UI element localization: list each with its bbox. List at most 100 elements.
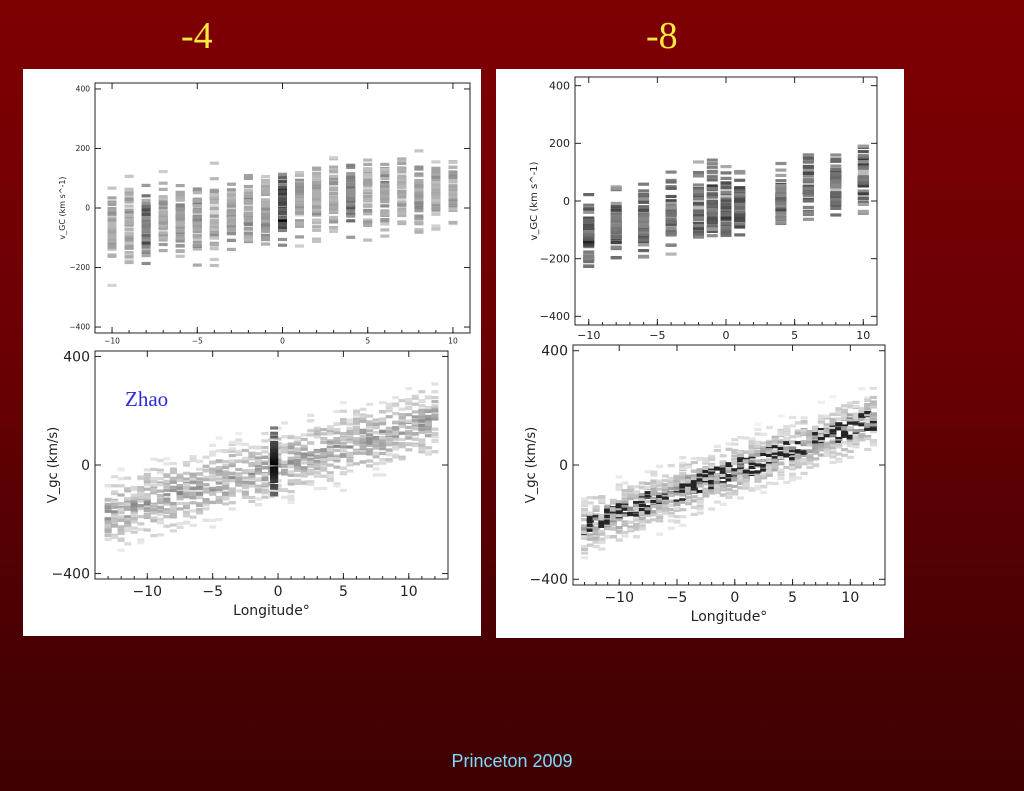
data-cell (418, 438, 426, 442)
data-cell (702, 494, 710, 498)
data-cell (713, 484, 721, 488)
data-cell (392, 441, 400, 445)
data-cell (656, 492, 664, 496)
data-cell (586, 537, 594, 541)
data-cell (380, 234, 390, 238)
data-cell (720, 218, 732, 222)
data-cell (111, 535, 119, 539)
data-cell (754, 440, 762, 444)
data-cell (228, 479, 236, 483)
data-cell (720, 165, 732, 169)
data-cell (830, 195, 842, 199)
data-cell (111, 475, 119, 479)
data-cell (312, 239, 322, 243)
data-cell (104, 528, 112, 533)
data-cell (248, 457, 256, 461)
data-cell (215, 469, 223, 473)
data-cell (222, 463, 230, 467)
data-cell (405, 406, 413, 410)
data-cell (372, 440, 380, 444)
data-cell (830, 200, 842, 204)
data-cell (754, 432, 762, 436)
data-cell (196, 508, 204, 512)
data-cell (610, 185, 622, 189)
data-cell (163, 510, 171, 514)
data-cell (690, 512, 698, 516)
data-cell (254, 486, 262, 490)
data-cell (339, 466, 347, 470)
data-cell (243, 235, 253, 239)
data-cell (690, 479, 698, 483)
data-cell (765, 425, 773, 430)
data-cell (621, 481, 629, 485)
data-cell (228, 461, 236, 465)
data-cell (117, 501, 125, 506)
data-cell (143, 480, 151, 484)
data-cell (405, 398, 413, 402)
data-cell (771, 445, 779, 449)
data-cell (158, 187, 168, 191)
data-cell (163, 482, 171, 486)
data-cell (261, 431, 269, 436)
data-column-core (209, 204, 219, 230)
data-cell (858, 407, 866, 411)
y-axis-label: V_gc (km/s) (46, 427, 61, 503)
data-cell (864, 424, 872, 428)
data-cell (667, 499, 675, 503)
data-cell (189, 487, 197, 491)
data-cell (418, 409, 426, 413)
data-cell (610, 212, 622, 216)
data-column-core (583, 218, 595, 241)
data-cell (869, 439, 877, 443)
data-cell (638, 208, 650, 212)
data-cell (610, 201, 622, 205)
data-cell (829, 426, 837, 430)
data-cell (209, 196, 219, 200)
x-tick-label: −5 (192, 337, 203, 346)
data-column-core (802, 175, 814, 198)
data-cell (124, 243, 134, 248)
data-cell (802, 209, 814, 213)
data-cell (150, 467, 158, 471)
data-cell (719, 464, 727, 468)
data-cell (734, 233, 746, 237)
data-cell (107, 202, 117, 206)
data-cell (339, 421, 347, 425)
data-cell (633, 516, 641, 520)
data-cell (380, 167, 390, 172)
data-cell (431, 396, 439, 400)
data-cell (696, 489, 704, 494)
data-cell (268, 438, 275, 442)
data-cell (248, 468, 256, 472)
data-cell (169, 478, 177, 482)
data-cell (742, 471, 750, 475)
data-cell (107, 200, 117, 204)
data-cell (731, 462, 739, 466)
data-cell (320, 449, 328, 453)
data-cell (823, 414, 831, 418)
data-cell (326, 471, 334, 475)
data-cell (765, 449, 773, 453)
data-cell (621, 497, 629, 501)
data-cell (638, 249, 650, 253)
data-cell (638, 243, 650, 247)
data-cell (852, 412, 860, 416)
x-axis-label: Longitude° (233, 603, 310, 619)
data-cell (137, 486, 145, 490)
data-cell (754, 484, 762, 488)
data-cell (176, 522, 184, 526)
data-cell (385, 405, 393, 409)
data-cell (800, 431, 808, 435)
data-cell (130, 513, 138, 517)
data-cell (379, 447, 387, 451)
data-cell (638, 520, 646, 524)
data-cell (592, 508, 600, 512)
data-cell (313, 459, 321, 463)
data-cell (320, 462, 328, 466)
data-cell (392, 447, 400, 451)
data-cell (650, 510, 658, 514)
data-cell (693, 174, 704, 178)
data-cell (235, 438, 243, 442)
data-cell (665, 199, 677, 203)
data-cell (254, 484, 262, 488)
